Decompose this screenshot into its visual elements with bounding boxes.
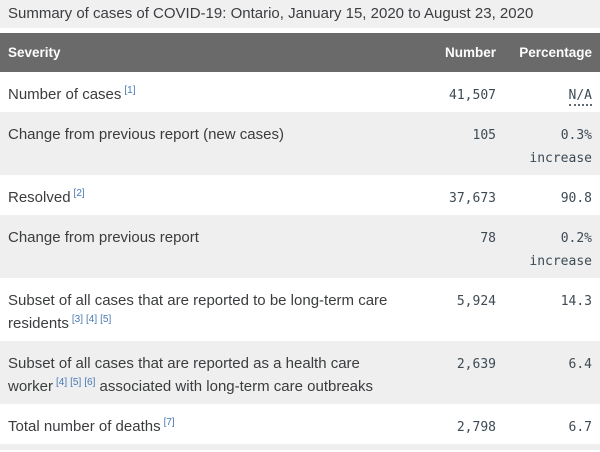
percentage-cell: 0.2% increase — [504, 215, 600, 278]
severity-label: Total number of deaths — [8, 418, 161, 435]
table-row: Change from previous report 78 0.2% incre… — [0, 215, 600, 278]
severity-label: associated with long-term care outbreaks — [95, 378, 374, 395]
percentage-cell: 0.3% increase — [504, 112, 600, 175]
percentage-value: 90.8 — [560, 191, 592, 206]
table-row: Resolved [2] 37,673 90.8 — [0, 175, 600, 215]
percentage-value: 6.7 — [568, 420, 592, 435]
number-cell: 5,924 — [410, 278, 504, 341]
footnote-link[interactable]: [5] — [100, 314, 112, 325]
column-header-severity: Severity — [0, 33, 410, 72]
severity-cell: Resolved [2] — [0, 175, 410, 215]
percentage-cell: 90.8 — [504, 175, 600, 215]
not-applicable-abbr: N/A — [568, 88, 592, 106]
number-value: 105 — [472, 128, 496, 143]
table-row: Total number of deaths [7] 2,798 6.7 — [0, 404, 600, 444]
percentage-value: 0.2% — [560, 231, 592, 246]
number-value: 5,924 — [456, 294, 496, 309]
number-value: 78 — [480, 231, 496, 246]
header-row: Severity Number Percentage — [0, 33, 600, 72]
severity-label: Change from previous report (new cases) — [8, 126, 284, 143]
number-cell: 2,798 — [410, 404, 504, 444]
percentage-cell: 6.7 — [504, 404, 600, 444]
severity-label: Subset of all cases that are reported as… — [8, 355, 360, 395]
cutoff-next-row-strip — [0, 444, 600, 450]
covid-summary-table: Severity Number Percentage Number of cas… — [0, 33, 600, 444]
footnote-link[interactable]: [5] — [70, 377, 82, 388]
percentage-cell: N/A — [504, 72, 600, 112]
severity-label: Number of cases — [8, 86, 122, 103]
number-value: 2,798 — [456, 420, 496, 435]
footnote-link[interactable]: [1] — [124, 85, 136, 96]
table-title: Summary of cases of COVID-19: Ontario, J… — [0, 0, 600, 28]
severity-cell: Change from previous report — [0, 215, 410, 278]
severity-label: Resolved — [8, 189, 71, 206]
severity-cell: Number of cases [1] — [0, 72, 410, 112]
severity-cell: Total number of deaths [7] — [0, 404, 410, 444]
footnote-link[interactable]: [4] — [86, 314, 98, 325]
severity-cell: Change from previous report (new cases) — [0, 112, 410, 175]
column-header-percentage: Percentage — [504, 33, 600, 72]
table-row: Change from previous report (new cases) … — [0, 112, 600, 175]
number-value: 37,673 — [449, 191, 496, 206]
severity-cell: Subset of all cases that are reported as… — [0, 341, 410, 404]
table-row: Subset of all cases that are reported as… — [0, 341, 600, 404]
percentage-cell: 14.3 — [504, 278, 600, 341]
footnote-link[interactable]: [7] — [163, 417, 175, 428]
footnote-link[interactable]: [4] — [56, 377, 68, 388]
footnote-link[interactable]: [6] — [84, 377, 96, 388]
percentage-note: increase — [529, 151, 592, 166]
footnote-link[interactable]: [3] — [71, 314, 83, 325]
number-value: 41,507 — [449, 88, 496, 103]
number-cell: 105 — [410, 112, 504, 175]
percentage-value: 0.3% — [560, 128, 592, 143]
percentage-value: 14.3 — [560, 294, 592, 309]
percentage-value: 6.4 — [568, 357, 592, 372]
percentage-cell: 6.4 — [504, 341, 600, 404]
number-cell: 78 — [410, 215, 504, 278]
severity-cell: Subset of all cases that are reported to… — [0, 278, 410, 341]
table-header: Severity Number Percentage — [0, 33, 600, 72]
column-header-number: Number — [410, 33, 504, 72]
table-row: Number of cases [1] 41,507 N/A — [0, 72, 600, 112]
table-row: Subset of all cases that are reported to… — [0, 278, 600, 341]
table-body: Number of cases [1] 41,507 N/A Change fro… — [0, 72, 600, 444]
percentage-note: increase — [529, 254, 592, 269]
number-cell: 37,673 — [410, 175, 504, 215]
number-cell: 41,507 — [410, 72, 504, 112]
number-value: 2,639 — [456, 357, 496, 372]
severity-label: Subset of all cases that are reported to… — [8, 292, 388, 332]
severity-label: Change from previous report — [8, 229, 199, 246]
number-cell: 2,639 — [410, 341, 504, 404]
footnote-link[interactable]: [2] — [73, 188, 85, 199]
